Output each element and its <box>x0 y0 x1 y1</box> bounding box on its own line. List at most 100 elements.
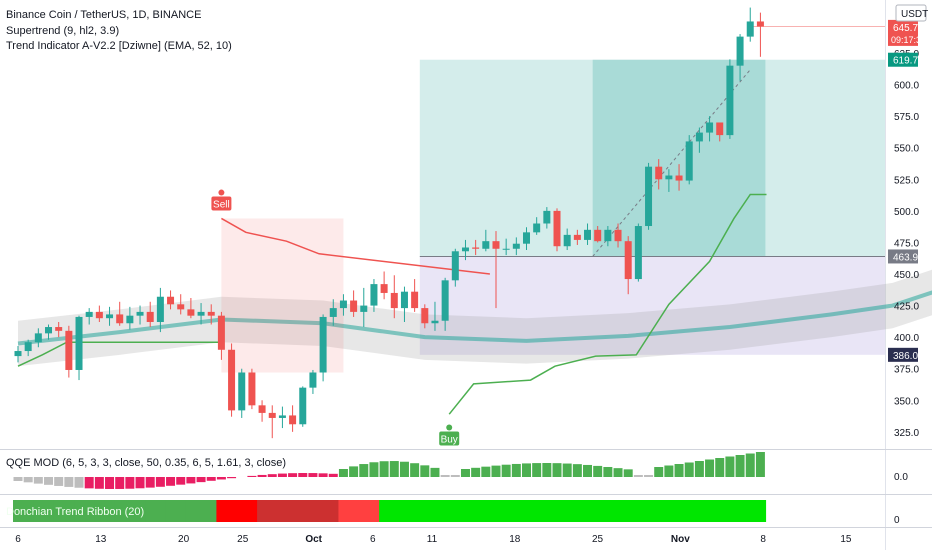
candle-body <box>360 305 368 312</box>
qqe-bar <box>725 456 735 477</box>
donchian-cell <box>592 500 604 522</box>
qqe-bar <box>145 477 155 488</box>
donchian-cell <box>419 500 431 522</box>
qqe-bar <box>664 465 674 477</box>
time-tick: 13 <box>95 534 107 545</box>
donchian-cell <box>277 500 289 522</box>
qqe-bar <box>562 463 572 477</box>
candle <box>746 7 754 42</box>
candle-body <box>655 166 663 180</box>
qqe-bar <box>450 475 460 477</box>
donchian-cell <box>704 500 716 522</box>
candle-body <box>217 315 225 350</box>
time-tick: 18 <box>509 534 521 545</box>
last-price-tag-bg <box>888 19 918 46</box>
candle-body <box>726 65 734 136</box>
donchian-cell <box>653 500 665 522</box>
qqe-bar <box>471 467 481 477</box>
candle <box>421 304 429 329</box>
candle <box>289 405 297 432</box>
candle-body <box>543 210 551 224</box>
candle-body <box>268 412 276 418</box>
qqe-bar <box>674 464 684 477</box>
qqe-bar <box>399 461 409 477</box>
donchian-cell <box>165 500 177 522</box>
candle <box>604 226 612 247</box>
donchian-cell <box>674 500 685 522</box>
donchian-cell <box>572 500 584 522</box>
candle <box>95 305 103 322</box>
donchian-cell <box>358 500 370 522</box>
qqe-bar <box>705 459 715 477</box>
trade-path-line <box>592 69 751 257</box>
candle-body <box>716 122 724 136</box>
time-axis[interactable]: 6 13 20 25 Oct 6 11 18 25 Nov 8 15 <box>15 534 852 545</box>
candle-body <box>85 311 93 317</box>
candle-body <box>614 229 622 242</box>
indicator-trend-label[interactable]: Trend Indicator A-V2.2 [Dziwne] (EMA, 52… <box>6 40 232 52</box>
candle <box>55 321 63 338</box>
donchian-pane-label[interactable]: Donchian Trend Ribbon (20) <box>6 506 144 518</box>
qqe-bar <box>338 469 348 477</box>
qqe-bar <box>33 477 43 484</box>
price-tick: 350.0 <box>894 396 919 407</box>
candle-body <box>634 226 642 280</box>
donchian-cell <box>480 500 492 522</box>
candle-body <box>156 296 164 322</box>
candle <box>492 231 500 309</box>
candle <box>370 279 378 312</box>
candle-body <box>706 122 714 133</box>
qqe-bar <box>186 477 196 484</box>
candle <box>45 324 53 340</box>
donchian-cell <box>552 500 563 522</box>
candle-body <box>258 405 266 413</box>
price-tick: 575.0 <box>894 112 919 123</box>
donchian-cell <box>501 500 512 522</box>
qqe-bar <box>23 477 33 483</box>
donchian-cell <box>409 500 421 522</box>
indicator-supertrend-label[interactable]: Supertrend (9, hl2, 3.9) <box>6 25 119 37</box>
qqe-bar <box>460 469 470 477</box>
candle-body <box>55 327 63 331</box>
currency-badge[interactable] <box>895 4 927 22</box>
qqe-bar <box>155 477 165 487</box>
price-tick: 475.0 <box>894 238 919 249</box>
candle <box>685 135 693 185</box>
candle <box>726 59 734 139</box>
qqe-bar <box>277 473 287 477</box>
qqe-bar <box>389 461 399 477</box>
candle-body <box>523 232 530 244</box>
donchian-cell <box>307 500 319 522</box>
candle-body <box>14 351 22 357</box>
candle <box>451 248 459 287</box>
candle <box>614 223 622 248</box>
long-position-box[interactable] <box>419 26 885 355</box>
candle <box>573 229 581 245</box>
candle-body <box>65 330 73 370</box>
qqe-bar <box>74 477 84 488</box>
candle <box>756 12 764 57</box>
buy-signal-dot <box>446 424 453 431</box>
price-axis[interactable]: 325.0 350.0 375.0 400.0 425.0 450.0 475.0 500.0… <box>894 49 919 439</box>
qqe-bar <box>735 455 745 477</box>
candle-body <box>675 175 683 181</box>
candle-body <box>339 300 347 309</box>
qqe-bar <box>176 477 186 485</box>
donchian-cell <box>175 500 187 522</box>
donchian-cell <box>267 500 278 522</box>
qqe-bar <box>491 465 501 477</box>
donchian-cell <box>399 500 411 522</box>
buy-signal-label: Buy <box>441 435 458 446</box>
candle-body <box>248 372 256 406</box>
candle <box>390 275 398 319</box>
qqe-bar <box>552 463 562 477</box>
candle <box>167 290 175 310</box>
price-tick: 375.0 <box>894 365 919 376</box>
ribbon-band <box>18 269 932 367</box>
qqe-pane-label[interactable]: QQE MOD (6, 5, 3, 3, close, 50, 0.35, 6,… <box>6 457 286 469</box>
qqe-bar <box>318 473 328 477</box>
candle-body <box>685 141 693 181</box>
qqe-bar <box>349 466 359 477</box>
candle-body <box>350 300 358 312</box>
